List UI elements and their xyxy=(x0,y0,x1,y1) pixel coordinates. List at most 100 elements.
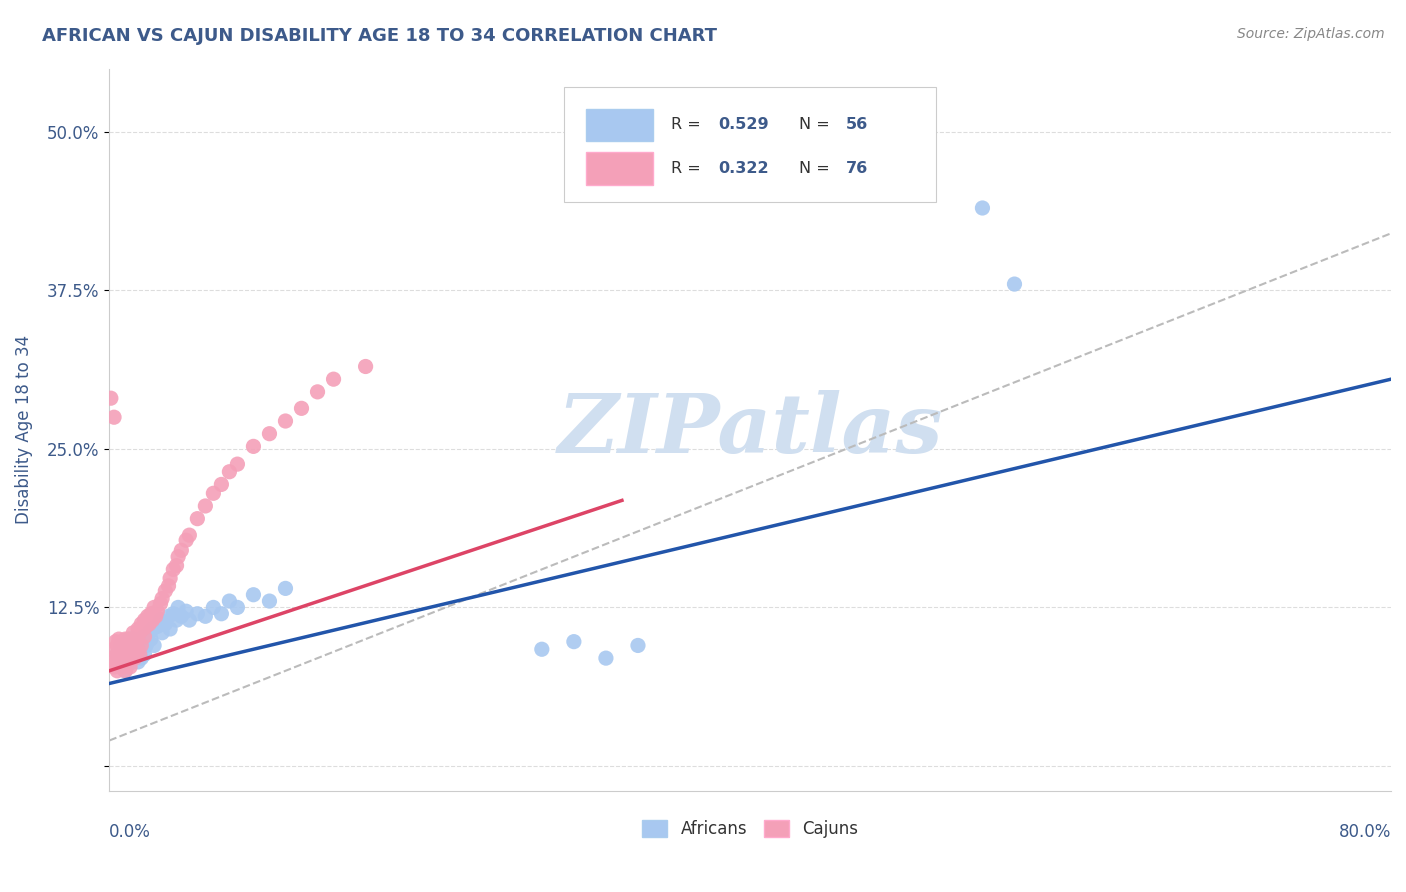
Point xyxy=(202,600,225,615)
Point xyxy=(146,619,169,633)
Point xyxy=(259,594,281,608)
Point xyxy=(114,648,136,662)
Legend: Africans, Cajuns: Africans, Cajuns xyxy=(636,813,865,845)
Point xyxy=(242,588,264,602)
Point xyxy=(108,632,131,646)
Text: AFRICAN VS CAJUN DISABILITY AGE 18 TO 34 CORRELATION CHART: AFRICAN VS CAJUN DISABILITY AGE 18 TO 34… xyxy=(42,27,717,45)
Point xyxy=(120,632,142,646)
Point xyxy=(117,651,139,665)
Point xyxy=(112,660,135,674)
Point xyxy=(125,648,148,662)
Point xyxy=(115,639,138,653)
Point xyxy=(290,401,312,416)
Point xyxy=(209,477,232,491)
Point xyxy=(166,613,188,627)
Point xyxy=(105,639,128,653)
Text: 56: 56 xyxy=(846,118,869,132)
Point xyxy=(122,651,145,665)
Point xyxy=(122,625,145,640)
Point xyxy=(146,604,169,618)
Point xyxy=(104,634,127,648)
Point xyxy=(114,664,136,678)
Point xyxy=(141,622,163,636)
Point xyxy=(115,634,138,648)
Point xyxy=(117,657,139,672)
Point xyxy=(114,642,136,657)
Point xyxy=(162,607,184,621)
Point xyxy=(150,625,173,640)
Point xyxy=(167,549,190,564)
Text: R =: R = xyxy=(671,161,706,176)
Text: N =: N = xyxy=(799,161,835,176)
Point xyxy=(124,634,146,648)
Point xyxy=(127,655,149,669)
Point xyxy=(132,622,155,636)
Point xyxy=(117,648,139,662)
Point xyxy=(114,664,136,678)
Point xyxy=(104,655,127,669)
Point xyxy=(117,632,139,646)
Point xyxy=(128,625,150,640)
Point xyxy=(101,651,124,665)
Point xyxy=(143,639,166,653)
Point xyxy=(105,648,128,662)
Text: 0.322: 0.322 xyxy=(718,161,769,176)
Point xyxy=(121,639,143,653)
Point xyxy=(354,359,377,374)
Text: 0.0%: 0.0% xyxy=(110,823,150,841)
Point xyxy=(179,528,201,542)
Point xyxy=(127,642,149,657)
Point xyxy=(1004,277,1026,291)
Point xyxy=(562,634,585,648)
Point xyxy=(136,634,159,648)
Point xyxy=(242,439,264,453)
Point xyxy=(110,660,132,674)
Point xyxy=(127,634,149,648)
Point xyxy=(121,634,143,648)
Point xyxy=(134,648,156,662)
Point xyxy=(157,579,180,593)
Point xyxy=(105,648,128,662)
Point xyxy=(121,651,143,665)
Point xyxy=(134,630,156,644)
Point xyxy=(120,642,142,657)
Point xyxy=(108,651,131,665)
Point xyxy=(167,600,190,615)
Point xyxy=(122,632,145,646)
Point xyxy=(111,654,134,668)
FancyBboxPatch shape xyxy=(586,152,652,185)
Point xyxy=(162,562,184,576)
Point xyxy=(100,391,122,405)
Text: 76: 76 xyxy=(846,161,869,176)
Point xyxy=(194,499,217,513)
Point xyxy=(159,571,181,585)
Point xyxy=(129,639,152,653)
Point xyxy=(186,607,208,621)
Point xyxy=(274,414,297,428)
Point xyxy=(115,655,138,669)
Point xyxy=(128,648,150,662)
Point xyxy=(120,648,142,662)
Text: Source: ZipAtlas.com: Source: ZipAtlas.com xyxy=(1237,27,1385,41)
FancyBboxPatch shape xyxy=(564,87,936,202)
Point xyxy=(125,630,148,644)
Point xyxy=(972,201,994,215)
Point xyxy=(174,604,197,618)
Point xyxy=(595,651,617,665)
Point xyxy=(111,634,134,648)
Point xyxy=(103,642,125,657)
Point xyxy=(128,639,150,653)
Y-axis label: Disability Age 18 to 34: Disability Age 18 to 34 xyxy=(15,335,32,524)
Point xyxy=(114,632,136,646)
Text: N =: N = xyxy=(799,118,835,132)
Point xyxy=(143,600,166,615)
Point xyxy=(120,660,142,674)
Point xyxy=(307,384,329,399)
Point xyxy=(218,465,240,479)
Point xyxy=(145,609,167,624)
Point xyxy=(322,372,344,386)
Point xyxy=(274,582,297,596)
Point xyxy=(103,410,125,425)
Point xyxy=(218,594,240,608)
Point xyxy=(157,609,180,624)
